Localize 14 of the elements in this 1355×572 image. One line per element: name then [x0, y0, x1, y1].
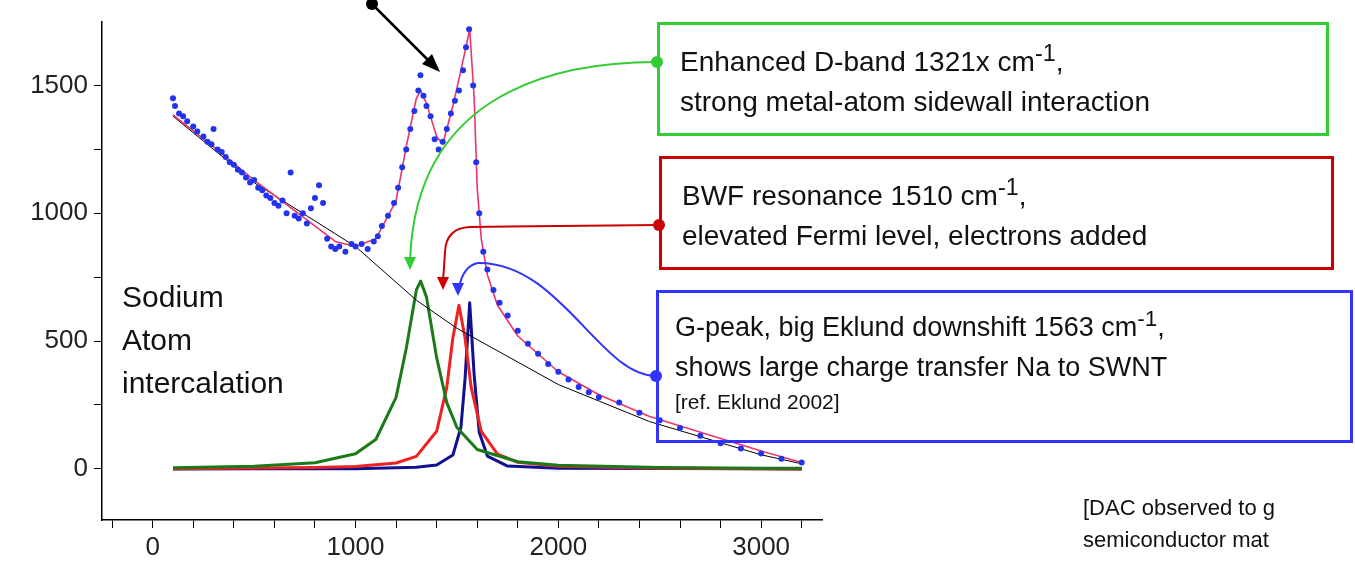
annotation: [ref. Eklund 2002]	[675, 389, 841, 415]
y-tick-label: 1500	[30, 68, 88, 99]
annotation: Sodium Atom intercalation	[122, 279, 284, 401]
y-tick-label: 0	[73, 452, 88, 483]
annotation: BWF resonance 1510 cm$^{-1}$, elevated Fermi level, electrons added	[659, 156, 1334, 270]
x-tick-label: 3000	[732, 530, 791, 561]
annotation: G-peak, big Eklund downshift 1563 cm$^{-1}$, shows large charge transfer Na to SWNT	[675, 305, 1169, 384]
x-tick-label: 0	[145, 530, 160, 561]
y-tick-label: 500	[44, 324, 88, 355]
text: [DAC observed to g semiconductor mat	[1083, 494, 1275, 554]
x-tick-label: 2000	[529, 530, 588, 561]
x-tick-label: 1000	[326, 530, 385, 561]
annotation: Enhanced D-band 1321x cm$^{-1}$, strong metal-atom sidewall interaction	[657, 22, 1329, 136]
y-tick-label: 1000	[30, 196, 88, 227]
